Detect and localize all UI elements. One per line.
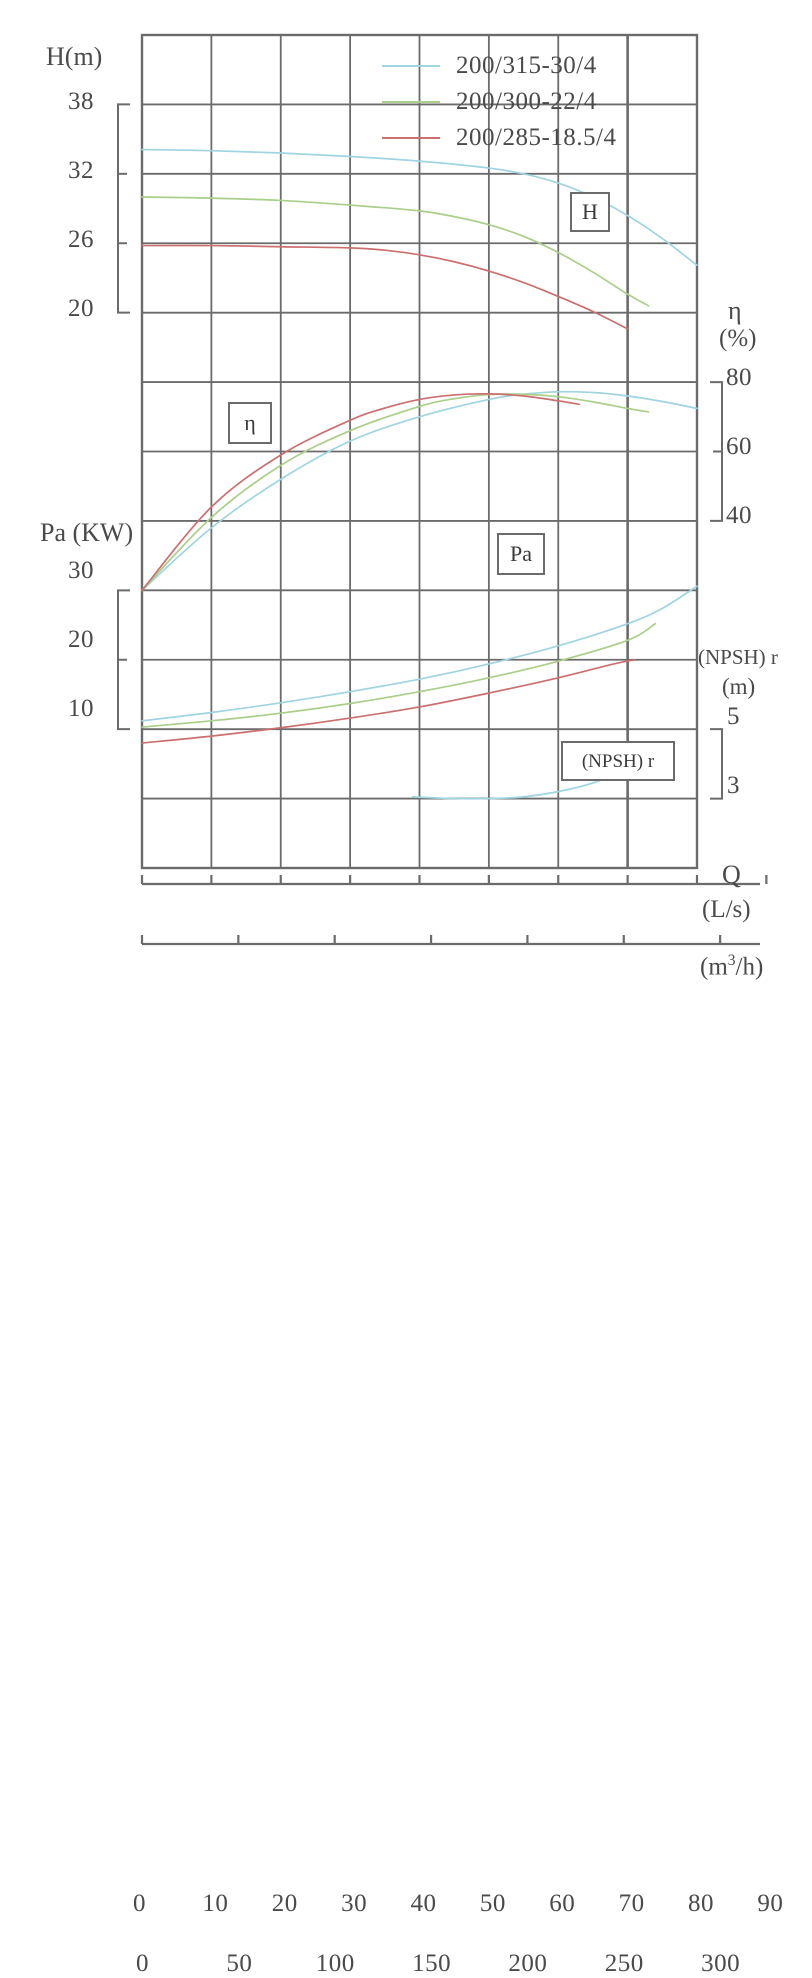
- x-tick-ls-60: 60: [549, 1890, 576, 1917]
- h-axis-title: H(m): [46, 42, 103, 71]
- pa-axis-title: Pa (KW): [40, 518, 134, 547]
- curve-power-200/315-30/4: [141, 585, 698, 722]
- pump-performance-chart: H(m) 38 32 26 20 Pa (KW) 30 20 10 η (%) …: [40, 33, 783, 1977]
- x-tick-ls-30: 30: [341, 1890, 368, 1917]
- legend-label-0: 200/315-30/4: [456, 52, 597, 79]
- grid-layer: [140, 33, 699, 870]
- x-tick-ls-20: 20: [271, 1890, 298, 1917]
- eta-axis-title: η: [728, 296, 742, 325]
- axis-bracket: [117, 103, 130, 314]
- eta-axis-unit: (%): [719, 325, 757, 352]
- x-tick-m3h-250: 250: [604, 1950, 644, 1977]
- legend-swatch-line-icon: [382, 65, 440, 67]
- q-unit-ls: (L/s): [702, 896, 751, 923]
- curve-label-eta: η: [228, 402, 272, 444]
- x-tick-ls-80: 80: [688, 1890, 714, 1917]
- x-tick-ls-0: 0: [133, 1890, 146, 1917]
- curve-label-h: H: [570, 192, 610, 232]
- legend-swatch-line-icon: [382, 137, 440, 139]
- npshr-axis-title: (NPSH) r: [698, 645, 778, 669]
- curve-power-200/300-22/4: [141, 622, 657, 728]
- x-axis-line: [140, 935, 760, 946]
- axis-bracket: [117, 589, 130, 731]
- x-axis-line: [140, 875, 768, 886]
- curve-head-200/285-18.5/4: [141, 244, 629, 330]
- curve-efficiency-200/315-30/4: [141, 390, 698, 592]
- h-tick-20: 20: [68, 295, 94, 322]
- x-tick-m3h-200: 200: [508, 1950, 548, 1977]
- q-axis-title: Q: [722, 860, 741, 889]
- legend-item-0: 200/315-30/4: [382, 48, 616, 84]
- q-unit-m3h: (m3/h): [700, 952, 764, 981]
- legend-label-1: 200/300-22/4: [456, 88, 597, 115]
- axis-bracket: [710, 381, 723, 522]
- axis-bracket: [710, 728, 723, 800]
- x-tick-m3h-0: 0: [136, 1950, 149, 1977]
- curve-label-npshr: (NPSH) r: [561, 741, 675, 781]
- curve-efficiency-200/285-18.5/4: [141, 392, 580, 592]
- x-tick-ls-40: 40: [410, 1890, 437, 1917]
- legend-item-2: 200/285-18.5/4: [382, 120, 616, 156]
- curve-head-200/315-30/4: [141, 148, 698, 267]
- x-tick-m3h-50: 50: [226, 1950, 253, 1977]
- h-tick-32: 32: [68, 157, 94, 184]
- npshr-tick-3: 3: [727, 772, 740, 799]
- curve-efficiency-200/300-22/4: [141, 393, 650, 592]
- x-tick-m3h-150: 150: [412, 1950, 452, 1977]
- pa-tick-20: 20: [68, 626, 94, 653]
- x-tick-ls-10: 10: [202, 1890, 229, 1917]
- npshr-tick-5: 5: [727, 703, 740, 730]
- h-tick-26: 26: [68, 226, 94, 253]
- h-tick-38: 38: [68, 88, 94, 115]
- x-tick-ls-50: 50: [479, 1890, 506, 1917]
- eta-tick-80: 80: [726, 364, 752, 391]
- curve-label-pa: Pa: [497, 533, 545, 575]
- x-tick-ls-90: 90: [757, 1890, 784, 1917]
- curve-head-200/300-22/4: [141, 196, 650, 307]
- curve-layer: [141, 148, 698, 800]
- legend-swatch-line-icon: [382, 101, 440, 103]
- eta-tick-40: 40: [726, 502, 752, 529]
- chart-canvas: [117, 33, 768, 946]
- eta-tick-60: 60: [726, 433, 752, 460]
- curve-power-200/285-18.5/4: [141, 658, 636, 744]
- legend: 200/315-30/4 200/300-22/4 200/285-18.5/4: [382, 48, 616, 156]
- pa-tick-10: 10: [68, 695, 94, 722]
- x-tick-m3h-300: 300: [701, 1950, 741, 1977]
- legend-item-1: 200/300-22/4: [382, 84, 616, 120]
- npshr-axis-unit: (m): [722, 674, 756, 699]
- x-tick-m3h-100: 100: [315, 1950, 355, 1977]
- axis-bracket-layer: [117, 103, 768, 946]
- x-tick-ls-70: 70: [618, 1890, 645, 1917]
- pa-tick-30: 30: [68, 557, 94, 584]
- legend-label-2: 200/285-18.5/4: [456, 124, 617, 151]
